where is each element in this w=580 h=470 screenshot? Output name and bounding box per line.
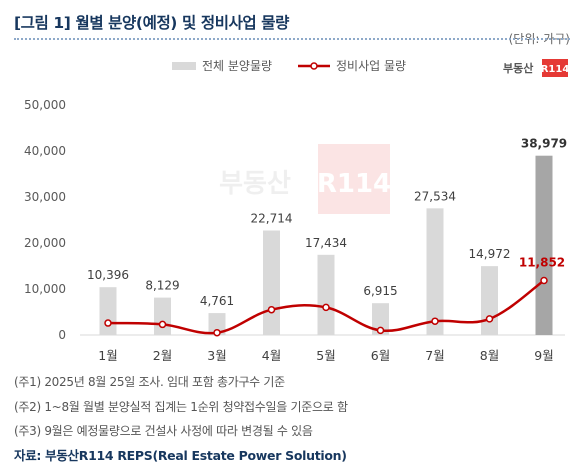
footnote-2: (주2) 1~8월 월별 분양실적 집계는 1순위 청약접수일을 기준으로 함 (14, 400, 348, 414)
bar-value-label: 10,396 (87, 268, 129, 282)
line-point-1월 (104, 319, 112, 327)
x-tick-label: 3월 (207, 348, 226, 363)
bar-2월 (154, 297, 171, 335)
bar-9월 (535, 155, 553, 335)
brand-logo-badge-text: R114 (541, 64, 570, 75)
chart-title: [그림 1] 월별 분양(예정) 및 정비사업 물량 (14, 14, 289, 32)
watermark: 부동산 R114 (219, 144, 391, 214)
brand-logo-text: 부동산 (503, 61, 533, 75)
x-tick-label: 1월 (98, 348, 117, 363)
y-tick-label: 0 (58, 328, 66, 342)
line-point-4월 (267, 305, 276, 314)
x-tick-label: 7월 (425, 348, 444, 363)
line-point-7월 (431, 317, 439, 325)
x-tick-label: 9월 (534, 348, 553, 363)
x-tick-label: 6월 (371, 348, 390, 363)
bar-3월 (208, 313, 226, 335)
bar-value-label: 6,915 (363, 284, 397, 298)
brand-logo: 부동산 R114 (503, 59, 569, 77)
footnote-1: (주1) 2025년 8월 25일 조사. 임대 포함 총가구수 기준 (14, 375, 285, 389)
line-point-5월 (322, 303, 330, 312)
bar-6월 (372, 303, 389, 335)
line-point-8월 (485, 315, 494, 323)
y-tick-label: 30,000 (24, 190, 66, 204)
bar-value-label: 8,129 (145, 279, 179, 293)
y-tick-label: 20,000 (24, 236, 66, 250)
line-point-9월 (540, 276, 548, 285)
bar-value-label: 4,761 (200, 294, 234, 308)
x-tick-label: 2월 (153, 348, 172, 363)
bar-value-label: 14,972 (469, 247, 511, 261)
watermark-text: 부동산 (219, 169, 291, 199)
legend-bar-label: 전체 분양물량 (202, 59, 272, 73)
y-tick-label: 40,000 (24, 144, 66, 158)
bar-1월 (99, 287, 117, 335)
legend-bar-swatch (172, 62, 196, 70)
legend-line-label: 정비사업 물량 (336, 59, 406, 73)
y-tick-label: 50,000 (24, 98, 66, 112)
y-tick-label: 10,000 (24, 282, 66, 296)
bar-7월 (426, 208, 444, 335)
brand-logo-badge (542, 59, 568, 77)
x-tick-label: 8월 (480, 348, 499, 363)
bar-value-label: 27,534 (414, 189, 456, 203)
x-tick-label: 5월 (316, 348, 335, 363)
bar-value-label: 38,979 (521, 137, 567, 151)
line-point-6월 (376, 326, 385, 335)
bar-value-label: 17,434 (305, 236, 347, 250)
legend-line-marker (310, 62, 318, 70)
bar-5월 (317, 254, 335, 335)
bar-value-label: 22,714 (251, 212, 293, 226)
legend: 전체 분양물량 정비사업 물량 (172, 59, 406, 73)
bar-4월 (263, 230, 280, 335)
footnote-3: (주3) 9월은 예정물량으로 건설사 사정에 따라 변경될 수 있음 (14, 424, 313, 438)
line-point-3월 (213, 328, 221, 337)
watermark-badge-text: R114 (317, 169, 391, 199)
watermark-badge (318, 144, 390, 214)
bar-8월 (481, 266, 498, 335)
x-tick-label: 4월 (262, 348, 281, 363)
source-note: 자료: 부동산R114 REPS(Real Estate Power Solut… (14, 448, 347, 463)
line-value-label: 11,852 (519, 255, 565, 269)
line-point-2월 (158, 320, 167, 329)
title-divider (14, 38, 570, 40)
